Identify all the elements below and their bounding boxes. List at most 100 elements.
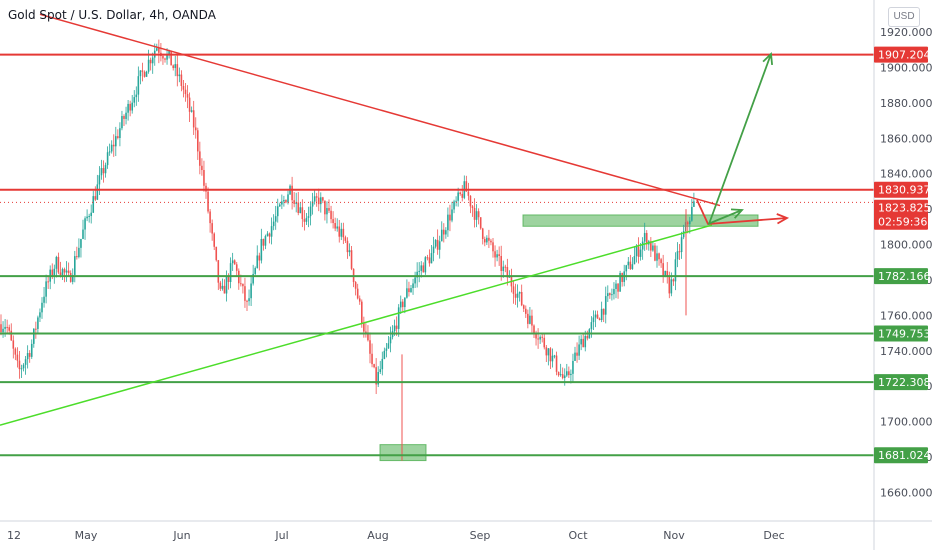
candle-body	[231, 260, 234, 264]
candle-body	[680, 237, 683, 253]
projection-arrow-green-right[interactable]	[707, 208, 744, 225]
candle-body	[279, 204, 281, 207]
candle-body	[252, 273, 254, 284]
candle-body	[537, 338, 539, 340]
candle-body	[350, 250, 353, 269]
candle-body	[459, 192, 461, 194]
candle-body	[461, 193, 464, 198]
candle-body	[240, 283, 242, 285]
candle-body	[658, 253, 660, 260]
candle-body	[438, 241, 441, 250]
candle-body	[422, 265, 425, 273]
price-badge-label: 1722.308	[878, 376, 931, 389]
candle-body	[387, 343, 390, 349]
candle-body	[465, 181, 468, 192]
candle-body	[24, 359, 27, 365]
candle-body	[330, 210, 332, 220]
candle-body	[63, 269, 66, 273]
currency-button[interactable]: USD	[888, 7, 920, 27]
price-badge-label: 1823.825	[878, 202, 931, 215]
candle-body	[90, 212, 92, 217]
descending-trendline[interactable]	[39, 13, 721, 207]
candle-body	[607, 293, 609, 297]
candle-body	[30, 343, 33, 357]
price-badge: 1823.825	[874, 199, 931, 216]
candle-body	[268, 233, 271, 237]
candle-body	[192, 110, 195, 128]
candle-body	[322, 197, 324, 201]
price-badge: 1830.937	[874, 181, 931, 198]
candle-body	[137, 76, 140, 95]
candle-body	[84, 218, 86, 230]
candle-body	[691, 206, 693, 221]
candle-body	[424, 257, 427, 273]
candle-body	[100, 168, 103, 176]
candle-body	[375, 367, 377, 385]
candle-body	[299, 207, 302, 214]
price-tick-label: 1700.000	[880, 416, 932, 429]
candle-body	[686, 222, 689, 225]
candle-body	[92, 196, 95, 213]
candle-body	[389, 337, 392, 344]
candle-body	[108, 151, 111, 153]
price-badge-label: 1907.204	[878, 49, 931, 62]
candle-body	[539, 336, 541, 340]
candle-body	[486, 237, 488, 243]
candle-body	[395, 325, 398, 329]
candle-body	[174, 64, 177, 69]
candle-body	[602, 308, 605, 315]
price-badge-bg	[874, 181, 928, 198]
candle-body	[453, 201, 455, 210]
candle-body	[190, 110, 193, 112]
candle-body	[408, 288, 410, 293]
candle-body	[627, 261, 630, 266]
candle-body	[127, 103, 129, 113]
candle-body	[504, 266, 507, 268]
candle-body	[10, 330, 13, 341]
candle-body	[404, 297, 406, 308]
candle-body	[194, 127, 197, 131]
candle-body	[520, 292, 523, 306]
candle-body	[547, 348, 550, 356]
candle-body	[356, 288, 359, 299]
price-badge: 1749.753	[874, 325, 931, 342]
price-badge: 1907.204	[874, 46, 931, 63]
candle-body	[51, 269, 54, 276]
candle-body	[131, 102, 133, 111]
candle-body	[518, 292, 521, 294]
candle-body	[33, 328, 35, 344]
candle-body	[102, 168, 105, 174]
candle-body	[320, 197, 322, 205]
candle-body	[180, 74, 183, 87]
candle-body	[535, 333, 537, 339]
candle-body	[557, 371, 560, 376]
candle-body	[631, 264, 634, 270]
time-tick-label: Aug	[367, 529, 388, 542]
candle-body	[266, 233, 269, 237]
candle-body	[168, 50, 170, 55]
candle-body	[201, 165, 203, 171]
candle-body	[254, 268, 256, 274]
price-badge-label: 1681.024	[878, 449, 931, 462]
candle-body	[188, 97, 191, 112]
ascending-trendline[interactable]	[0, 224, 713, 426]
price-tick-label: 1740.000	[880, 345, 932, 358]
candle-body	[186, 94, 189, 98]
candle-body	[270, 226, 273, 237]
candle-body	[490, 240, 492, 243]
candle-body	[393, 325, 396, 332]
candle-body	[139, 70, 142, 77]
projection-arrow-green-up[interactable]	[708, 52, 773, 225]
candle-body	[551, 355, 554, 362]
arrow-shaft	[707, 209, 743, 225]
candle-body	[41, 302, 43, 313]
candle-body	[151, 57, 154, 64]
candle-body	[26, 353, 29, 360]
candle-body	[217, 260, 220, 283]
candle-body	[14, 348, 17, 355]
candle-body	[455, 200, 457, 202]
candle-body	[74, 256, 76, 275]
candle-body	[580, 338, 582, 345]
candle-body	[219, 282, 222, 289]
